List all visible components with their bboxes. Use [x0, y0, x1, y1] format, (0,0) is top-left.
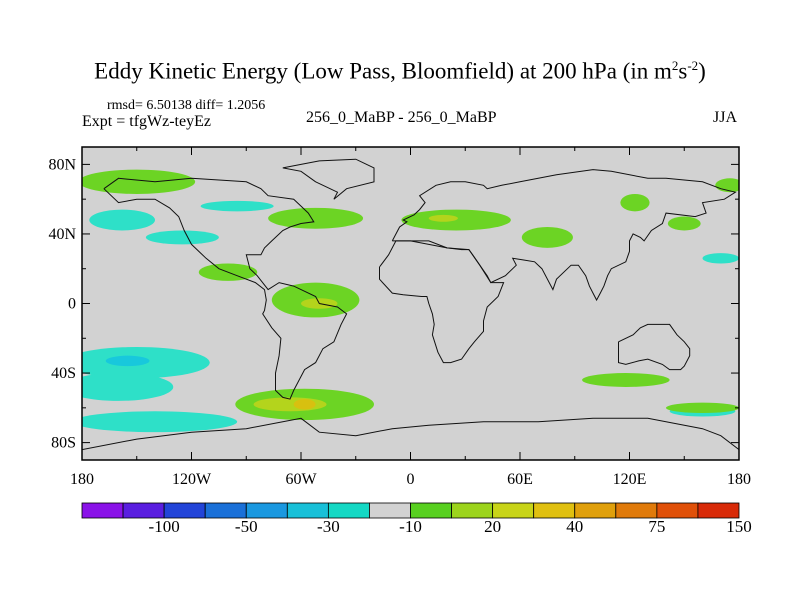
x-tick-label: 120W [172, 471, 212, 488]
colorbar-swatch [204, 502, 247, 519]
colorbar-label: -30 [317, 517, 340, 536]
region-20-level-20 [582, 373, 670, 387]
region-5-level--30 [105, 355, 150, 367]
region-6-level--10 [82, 373, 174, 401]
colorbar-swatch [410, 502, 452, 519]
coastline-3 [618, 323, 691, 371]
x-tick-label: 180 [70, 471, 94, 488]
colorbar-swatch [163, 502, 206, 519]
y-tick-label: 40S [51, 365, 76, 382]
region-24-level-20 [715, 178, 739, 193]
comparison-label: 256_0_MaBP - 256_0_MaBP [306, 109, 497, 126]
chart-title: Eddy Kinetic Energy (Low Pass, Bloomfiel… [94, 58, 706, 84]
colorbar-swatch [492, 502, 535, 519]
colorbar-swatch [245, 502, 288, 519]
colorbar-swatch [369, 502, 411, 519]
colorbar-swatch [574, 502, 617, 519]
region-0-level--10 [89, 209, 155, 231]
region-22-level-20 [620, 193, 650, 212]
colorbar-label: 40 [566, 517, 584, 536]
y-tick-label: 80S [51, 435, 76, 452]
experiment-label: Expt = tfgWz-teyEz [82, 113, 211, 130]
coastline-4 [82, 417, 739, 451]
colorbar-label: 150 [726, 517, 752, 536]
colorbar-swatch [122, 502, 165, 519]
colorbar-swatch [656, 502, 699, 519]
colorbar-label: -10 [399, 517, 422, 536]
x-tick-label: 60W [285, 471, 317, 488]
region-16-level-40 [428, 214, 458, 222]
x-tick-label: 120E [613, 471, 647, 488]
colorbar-swatch [533, 502, 576, 519]
coastline-5 [282, 158, 375, 200]
colorbar-swatch [81, 502, 124, 519]
region-19-level-75 [293, 399, 316, 410]
colorbar-swatch [327, 502, 370, 519]
coastline-2 [379, 240, 505, 364]
region-15-level-20 [401, 209, 511, 231]
colorbar-swatch [286, 502, 329, 519]
colorbar-swatch [451, 502, 494, 519]
y-tick-label: 0 [68, 296, 76, 313]
colorbar-swatch [697, 502, 740, 519]
y-tick-label: 40N [48, 226, 76, 243]
x-tick-label: 0 [407, 471, 415, 488]
season-label: JJA [713, 109, 738, 126]
colorbar-swatch [615, 502, 658, 519]
stats-label: rmsd= 6.50138 diff= 1.2056 [107, 98, 266, 113]
contour-regions [82, 169, 739, 433]
region-25-level-20 [666, 402, 739, 414]
colorbar-label: -100 [148, 517, 180, 536]
region-1-level--10 [145, 230, 219, 245]
region-14-level-20 [268, 207, 364, 229]
region-2-level--10 [200, 200, 274, 212]
region-23-level-20 [667, 216, 701, 231]
colorbar-label: -50 [234, 517, 258, 536]
colorbar [81, 502, 740, 519]
y-tick-label: 80N [48, 156, 76, 173]
x-axis: 180 120W 60W 0 60E 120E 180 [70, 147, 751, 488]
region-10-level-20 [82, 169, 196, 194]
y-axis: 80N 40N 0 40S 80S [48, 156, 739, 452]
region-8-level--10 [702, 253, 739, 264]
region-7-level--10 [82, 411, 238, 433]
coastlines [82, 158, 739, 451]
coastline-1 [391, 169, 737, 302]
region-21-level-20 [521, 226, 573, 248]
colorbar-label: 20 [484, 517, 502, 536]
colorbar-label: 75 [648, 517, 666, 536]
x-tick-label: 180 [727, 471, 751, 488]
coastline-0 [103, 177, 348, 400]
x-tick-label: 60E [507, 471, 533, 488]
